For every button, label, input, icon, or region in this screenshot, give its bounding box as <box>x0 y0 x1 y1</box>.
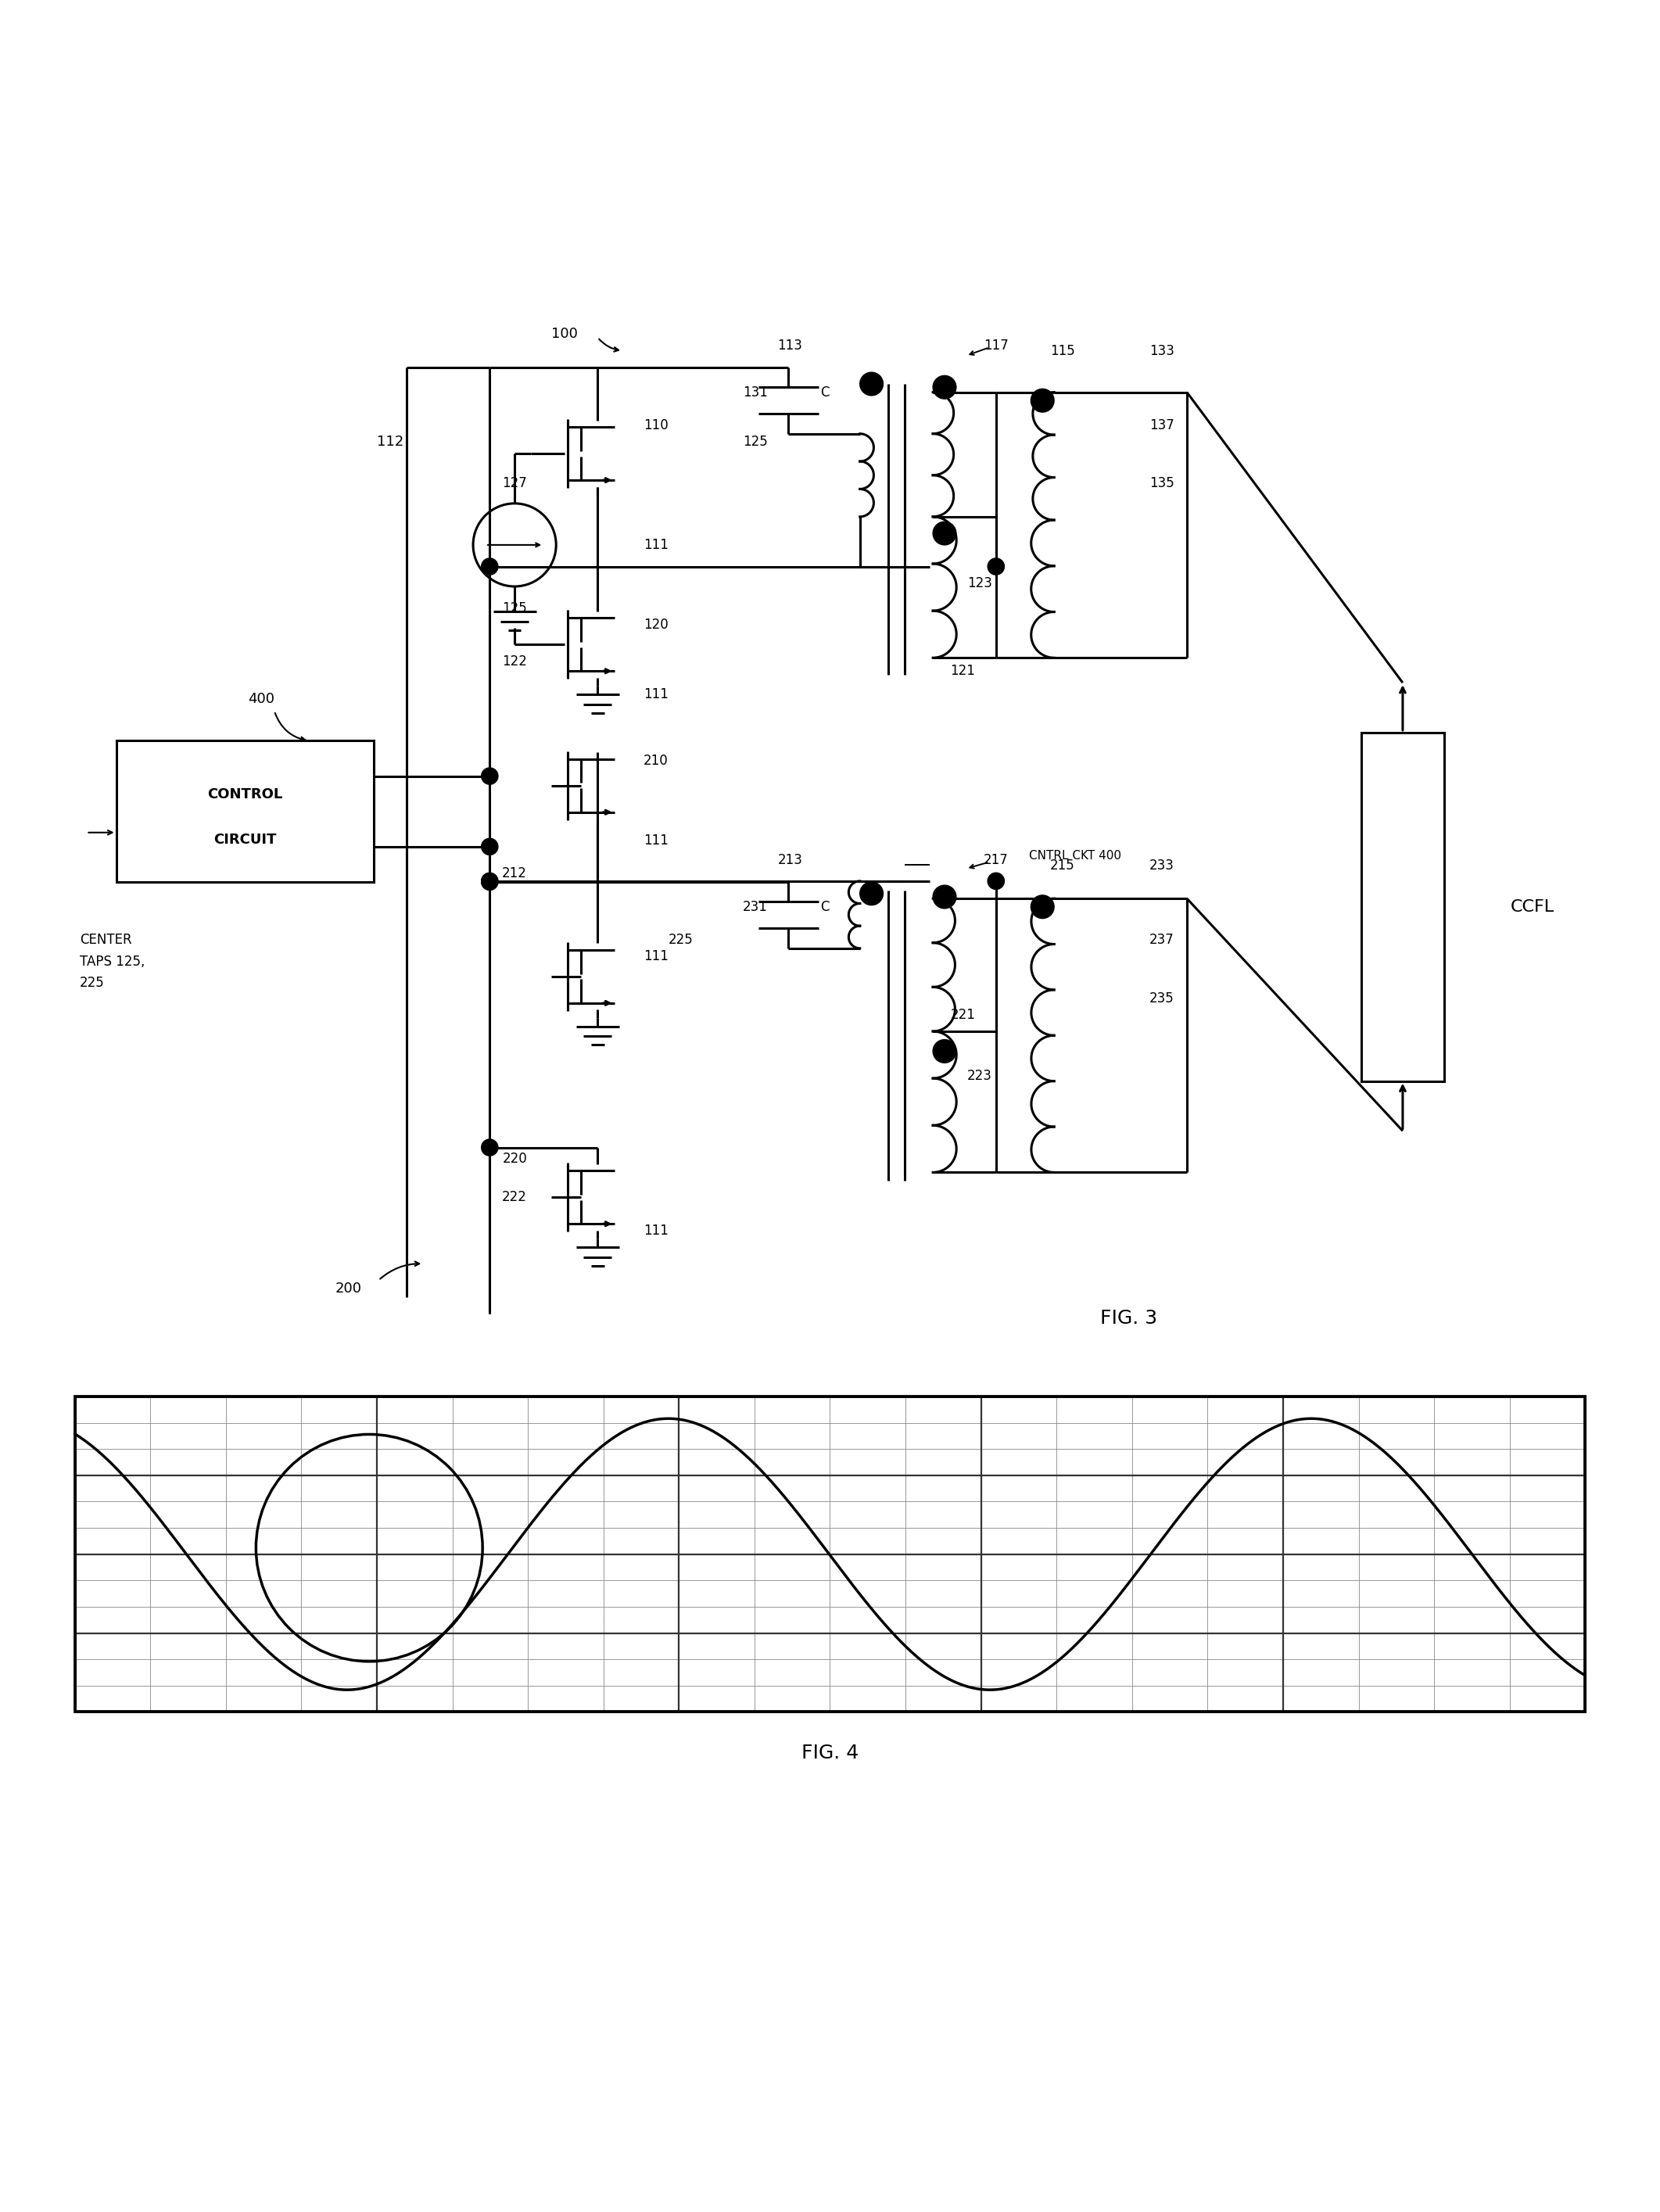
Text: 133: 133 <box>1149 343 1175 358</box>
Text: 111: 111 <box>642 949 669 964</box>
Text: 125: 125 <box>744 436 767 449</box>
Circle shape <box>481 838 498 854</box>
Text: 221: 221 <box>950 1009 976 1022</box>
Circle shape <box>481 874 498 889</box>
Circle shape <box>860 883 883 905</box>
Text: 111: 111 <box>642 538 669 553</box>
Text: 127: 127 <box>503 476 526 491</box>
Text: CONTROL: CONTROL <box>208 787 282 801</box>
Text: 113: 113 <box>777 338 803 352</box>
Text: 120: 120 <box>644 617 667 633</box>
Circle shape <box>481 557 498 575</box>
Bar <box>75 1396 1585 1712</box>
Circle shape <box>933 522 956 544</box>
Text: 200: 200 <box>335 1281 362 1296</box>
Text: CNTRL CKT 400: CNTRL CKT 400 <box>1029 849 1122 863</box>
Text: 231: 231 <box>742 900 769 914</box>
Text: FIG. 3: FIG. 3 <box>1101 1310 1157 1327</box>
Text: 121: 121 <box>950 664 976 679</box>
Text: 137: 137 <box>1150 418 1174 434</box>
Text: 400: 400 <box>247 692 276 706</box>
Text: 123: 123 <box>966 575 993 591</box>
Bar <box>75 1396 1585 1712</box>
Text: 220: 220 <box>503 1152 526 1166</box>
Text: CENTER: CENTER <box>80 933 131 947</box>
Text: 223: 223 <box>966 1068 993 1084</box>
Text: 225: 225 <box>669 933 692 947</box>
Circle shape <box>933 885 956 909</box>
Bar <box>1361 732 1444 1082</box>
Text: 117: 117 <box>984 338 1008 352</box>
Circle shape <box>1031 389 1054 411</box>
Text: 125: 125 <box>503 602 526 615</box>
Text: 217: 217 <box>984 854 1008 867</box>
Text: 210: 210 <box>644 754 667 768</box>
Text: CCFL: CCFL <box>1511 898 1554 914</box>
Text: 237: 237 <box>1150 933 1174 947</box>
Circle shape <box>481 768 498 785</box>
Circle shape <box>988 557 1004 575</box>
Text: 225: 225 <box>80 975 105 991</box>
Text: 111: 111 <box>642 688 669 701</box>
Text: 112: 112 <box>377 436 403 449</box>
Circle shape <box>860 372 883 396</box>
Text: 122: 122 <box>501 655 528 668</box>
Text: 215: 215 <box>1051 858 1074 872</box>
Text: TAPS 125,: TAPS 125, <box>80 956 144 969</box>
Circle shape <box>988 874 1004 889</box>
Circle shape <box>1031 896 1054 918</box>
Text: 115: 115 <box>1051 343 1074 358</box>
Text: CIRCUIT: CIRCUIT <box>214 832 276 847</box>
Text: FIG. 4: FIG. 4 <box>802 1743 858 1763</box>
Text: 100: 100 <box>551 327 578 341</box>
Text: 212: 212 <box>501 867 528 880</box>
Text: C: C <box>820 900 830 914</box>
Text: 235: 235 <box>1150 991 1174 1004</box>
Text: 213: 213 <box>777 854 803 867</box>
Text: 110: 110 <box>644 418 667 434</box>
Circle shape <box>933 1040 956 1062</box>
Circle shape <box>481 1139 498 1157</box>
Text: 131: 131 <box>742 385 769 398</box>
Bar <box>75 1396 1585 1712</box>
Circle shape <box>481 874 498 889</box>
Circle shape <box>933 376 956 398</box>
Text: 222: 222 <box>501 1190 528 1203</box>
Bar <box>116 741 374 883</box>
Text: C: C <box>820 385 830 398</box>
Text: 233: 233 <box>1149 858 1175 872</box>
Text: 135: 135 <box>1150 476 1174 491</box>
Text: 111: 111 <box>642 1223 669 1237</box>
Text: 111: 111 <box>642 834 669 847</box>
